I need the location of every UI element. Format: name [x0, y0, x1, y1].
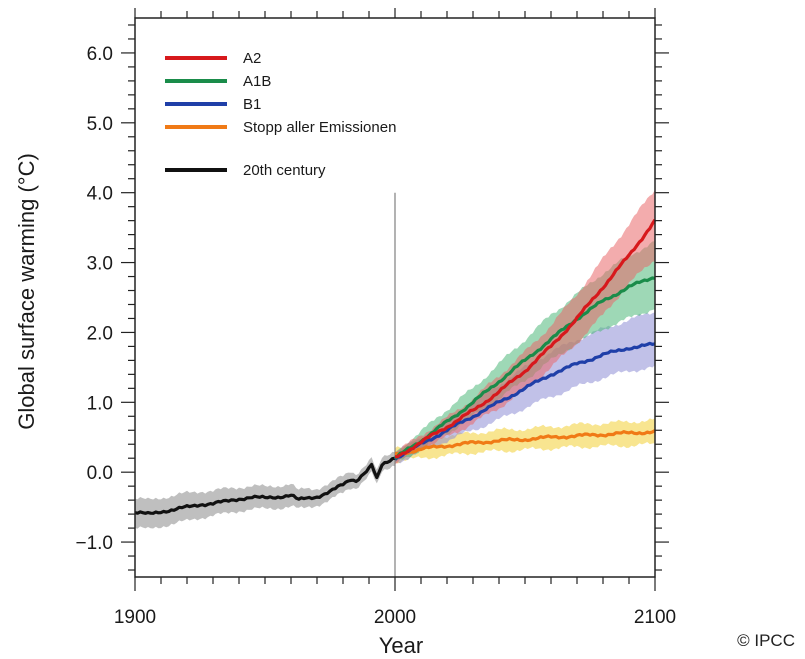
- a2-uncertainty-band: [395, 189, 655, 465]
- y-tick-label: 5.0: [87, 114, 113, 135]
- y-tick-label: 0.0: [87, 463, 113, 484]
- y-tick-label: −1.0: [75, 533, 113, 554]
- legend-label: Stopp aller Emissionen: [243, 119, 396, 136]
- legend-label: B1: [243, 96, 261, 113]
- x-tick-label: 1900: [114, 607, 156, 628]
- y-tick-label: 4.0: [87, 184, 113, 205]
- stopp-aller-emissionen-series-line: [394, 429, 656, 456]
- y-tick-label: 1.0: [87, 393, 113, 414]
- axis-ticks: [121, 8, 669, 591]
- x-tick-label: 2000: [374, 607, 416, 628]
- legend-item-a1b: A1B: [165, 73, 271, 90]
- legend-item-a2: A2: [165, 50, 261, 67]
- y-tick-label: 6.0: [87, 44, 113, 65]
- 20th-century-uncertainty-band: [135, 451, 395, 529]
- copyright-credit: © IPCC: [737, 631, 795, 650]
- series-lines: [134, 218, 657, 515]
- axis-tick-labels: −1.0 0.0 1.0 2.0 3.0 4.0 5.0 6.0 1900 2000 2100: [75, 44, 676, 628]
- y-axis-title: Global surface warming (°C): [14, 153, 39, 430]
- a1b-series-line: [393, 276, 656, 460]
- 20th-century-series-line: [134, 456, 396, 515]
- legend-item-b1: B1: [165, 96, 261, 113]
- a2-series-line: [395, 218, 657, 459]
- legend-label: 20th century: [243, 162, 326, 179]
- legend-label: A2: [243, 50, 261, 67]
- y-tick-label: 3.0: [87, 254, 113, 275]
- legend-item-stopp-aller-emissionen: Stopp aller Emissionen: [165, 119, 396, 136]
- b1-series-line: [393, 341, 656, 461]
- x-axis-title: Year: [379, 633, 423, 658]
- legend: A2 A1B B1 Stopp aller Emissionen 20th centur…: [165, 50, 396, 179]
- legend-item-20th-century: 20th century: [165, 162, 326, 179]
- y-tick-label: 2.0: [87, 323, 113, 344]
- legend-label: A1B: [243, 73, 271, 90]
- x-tick-label: 2100: [634, 607, 676, 628]
